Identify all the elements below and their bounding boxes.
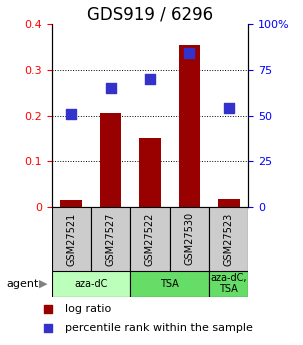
Bar — [91, 207, 130, 271]
Bar — [139, 138, 161, 207]
Text: GSM27522: GSM27522 — [145, 212, 155, 266]
Text: agent: agent — [6, 279, 38, 289]
Point — [69, 111, 74, 117]
Title: GDS919 / 6296: GDS919 / 6296 — [87, 6, 213, 24]
Text: aza-dC: aza-dC — [74, 279, 108, 289]
Bar — [130, 207, 170, 271]
Bar — [100, 113, 122, 207]
Point — [108, 85, 113, 91]
Bar — [52, 207, 91, 271]
Bar — [60, 200, 82, 207]
Text: GSM27521: GSM27521 — [66, 212, 76, 266]
Point — [282, 66, 287, 72]
Bar — [130, 271, 209, 297]
Point — [187, 51, 192, 56]
Text: GSM27530: GSM27530 — [184, 213, 195, 265]
Bar — [218, 199, 240, 207]
Bar — [52, 271, 130, 297]
Bar — [170, 207, 209, 271]
Text: GSM27527: GSM27527 — [105, 212, 116, 266]
Bar — [178, 45, 200, 207]
Point — [148, 76, 152, 82]
Text: TSA: TSA — [160, 279, 179, 289]
Point — [226, 106, 231, 111]
Text: percentile rank within the sample: percentile rank within the sample — [65, 323, 253, 333]
Text: log ratio: log ratio — [65, 304, 112, 314]
Text: ▶: ▶ — [39, 279, 48, 289]
Text: GSM27523: GSM27523 — [224, 212, 234, 266]
Point — [282, 239, 287, 244]
Text: aza-dC,
TSA: aza-dC, TSA — [211, 273, 247, 294]
Bar — [209, 207, 248, 271]
Bar — [209, 271, 248, 297]
